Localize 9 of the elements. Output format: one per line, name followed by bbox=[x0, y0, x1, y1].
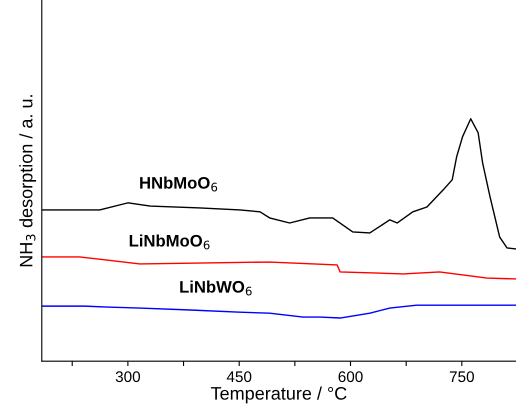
x-tick-label: 600 bbox=[338, 371, 363, 382]
x-tick-label: 300 bbox=[116, 371, 140, 382]
series-label: LiNbMoO$_{6}$ bbox=[130, 234, 210, 250]
y-axis-title: NH$_{3}$ desorption / a. u. bbox=[19, 95, 36, 266]
x-axis-title: Temperature / °C bbox=[210, 386, 347, 404]
series-label: HNbMoO$_{6}$ bbox=[140, 176, 218, 192]
x-tick-label: 450 bbox=[226, 371, 252, 382]
series-label: LiNbWO$_{6}$ bbox=[180, 280, 252, 296]
x-tick-label: 750 bbox=[450, 371, 474, 382]
